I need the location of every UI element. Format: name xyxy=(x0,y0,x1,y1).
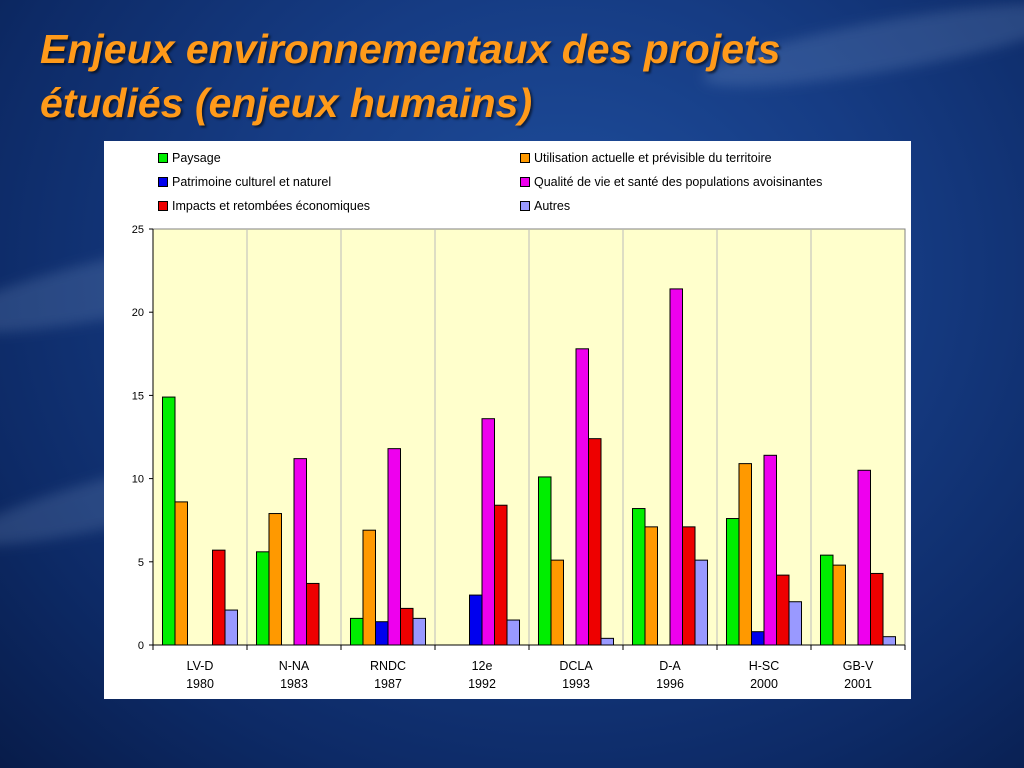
bar xyxy=(494,504,508,646)
bar xyxy=(682,526,696,646)
y-tick-label: 20 xyxy=(132,307,144,319)
legend-swatch xyxy=(520,177,530,187)
bar xyxy=(600,637,615,646)
legend-label: Impacts et retombées économiques xyxy=(172,199,371,213)
legend-item: Utilisation actuelle et prévisible du te… xyxy=(520,150,772,166)
legend-label: Qualité de vie et santé des populations … xyxy=(534,175,823,189)
legend-swatch xyxy=(158,177,168,187)
x-category-year: 1996 xyxy=(656,677,684,691)
bar xyxy=(400,607,414,646)
legend-item: Impacts et retombées économiques xyxy=(158,198,370,214)
x-category-label: RNDC xyxy=(370,659,406,673)
bar xyxy=(738,463,752,646)
x-category-label: N-NA xyxy=(279,659,310,673)
bar-chart: 0 5 10 15 20 25 LV-D 1980 N-NA 1983 RNDC 1987 12e 199… xyxy=(132,224,906,691)
bar xyxy=(631,508,646,646)
bar xyxy=(349,617,364,646)
bar xyxy=(224,609,239,646)
bar xyxy=(588,438,602,646)
x-category-year: 1980 xyxy=(186,677,214,691)
legend-label: Paysage xyxy=(172,151,221,165)
y-tick-label: 5 xyxy=(138,557,144,569)
bar xyxy=(763,454,778,646)
bar xyxy=(306,582,320,646)
legend-item: Paysage xyxy=(158,150,221,166)
x-category-label: DCLA xyxy=(559,659,593,673)
legend-label: Patrimoine culturel et naturel xyxy=(172,175,332,189)
bar xyxy=(819,554,834,646)
bar xyxy=(255,551,270,646)
y-tick-label: 10 xyxy=(132,474,144,486)
x-category-label: GB-V xyxy=(843,659,874,673)
bar xyxy=(387,448,402,646)
x-category-year: 1992 xyxy=(468,677,496,691)
slide-title: Enjeux environnementaux des projets étud… xyxy=(40,22,1000,130)
legend-swatch xyxy=(158,153,168,163)
bar xyxy=(857,469,872,646)
slide-title-line-2: étudiés (enjeux humains) xyxy=(40,80,533,126)
bar xyxy=(776,574,790,646)
bar xyxy=(268,513,282,646)
x-category-label: LV-D xyxy=(187,659,214,673)
bar xyxy=(882,636,897,646)
y-tick-label: 15 xyxy=(132,390,144,402)
x-category-label: D-A xyxy=(659,659,681,673)
bar xyxy=(362,529,376,646)
legend-item: Autres xyxy=(520,198,570,214)
x-category-year: 1993 xyxy=(562,677,590,691)
legend-swatch xyxy=(520,153,530,163)
bar xyxy=(750,631,765,646)
slide-title-line-1: Enjeux environnementaux des projets xyxy=(40,26,781,72)
bar xyxy=(174,501,188,646)
bar xyxy=(412,617,427,646)
x-category-year: 1983 xyxy=(280,677,308,691)
x-category-year: 2000 xyxy=(750,677,778,691)
bar xyxy=(161,396,176,646)
legend-label: Utilisation actuelle et prévisible du te… xyxy=(534,151,772,165)
bar xyxy=(537,476,552,646)
bar xyxy=(293,458,308,646)
bar xyxy=(788,601,803,646)
x-category-year: 2001 xyxy=(844,677,872,691)
legend-swatch xyxy=(158,201,168,211)
bar xyxy=(669,288,684,646)
x-category-label: 12e xyxy=(472,659,493,673)
legend-label: Autres xyxy=(534,199,571,213)
bar xyxy=(725,518,740,646)
bar xyxy=(212,549,226,646)
bar xyxy=(506,619,521,646)
bar xyxy=(870,572,884,646)
legend-swatch xyxy=(520,201,530,211)
bar xyxy=(550,559,564,646)
bar xyxy=(644,526,658,646)
bar xyxy=(468,594,483,646)
chart-panel: Paysage Patrimoine culturel et naturel Imp… xyxy=(104,141,911,699)
y-tick-label: 0 xyxy=(138,640,144,652)
bar xyxy=(575,348,590,646)
bar xyxy=(694,559,709,646)
legend-item: Qualité de vie et santé des populations … xyxy=(520,174,822,190)
bar xyxy=(374,621,389,646)
x-category-year: 1987 xyxy=(374,677,402,691)
legend-item: Patrimoine culturel et naturel xyxy=(158,174,331,190)
y-tick-label: 25 xyxy=(132,224,144,236)
bar xyxy=(481,418,496,646)
bar xyxy=(832,564,846,646)
x-category-label: H-SC xyxy=(749,659,780,673)
